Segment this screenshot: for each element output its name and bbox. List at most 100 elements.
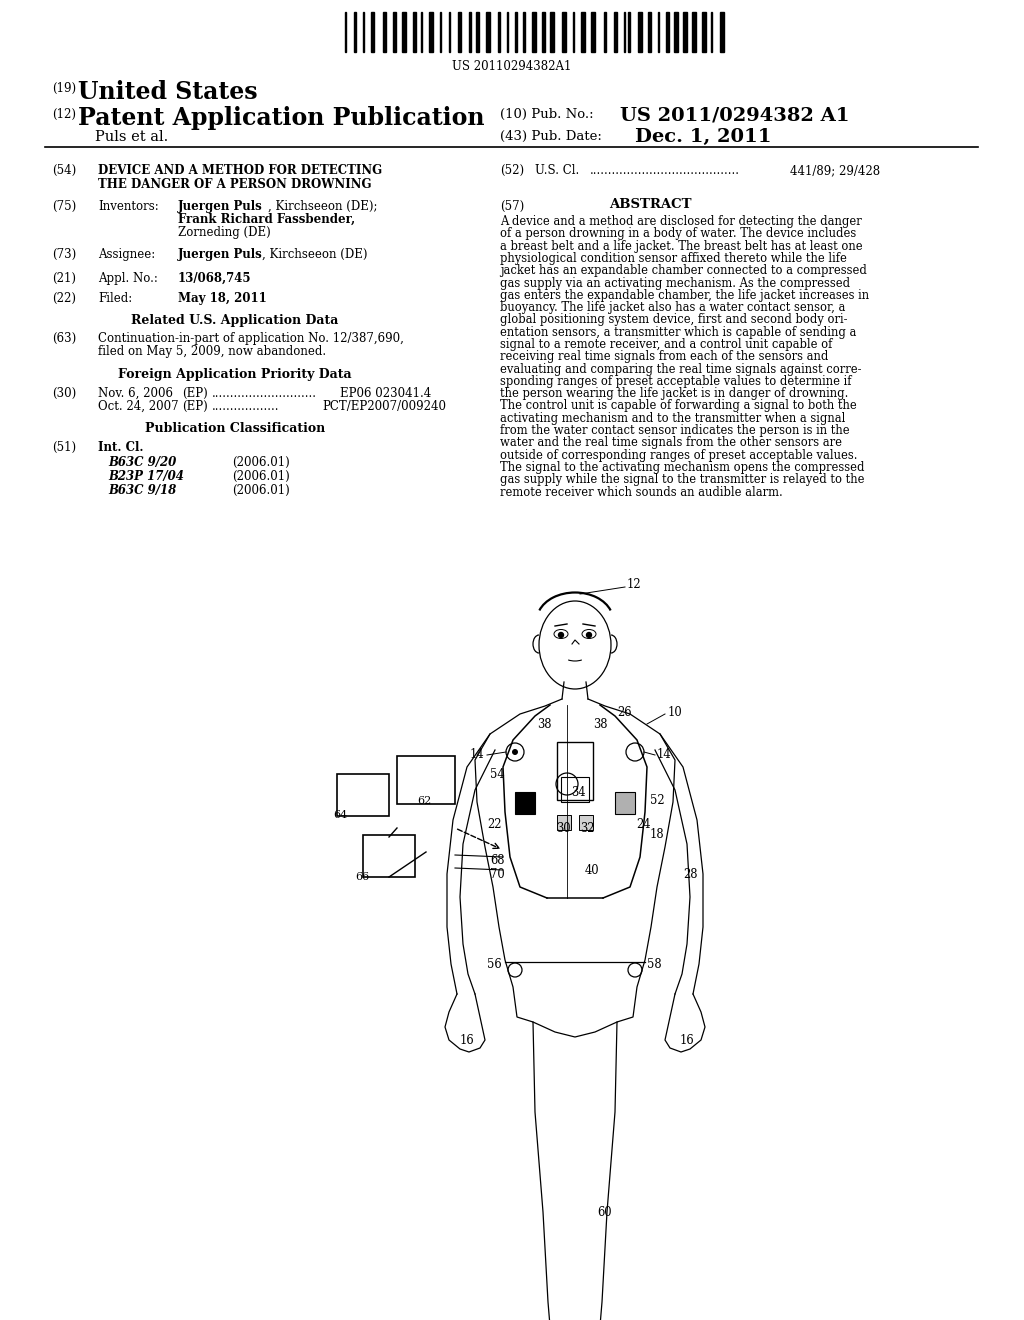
Text: 441/89; 29/428: 441/89; 29/428	[790, 164, 880, 177]
Text: Patent Application Publication: Patent Application Publication	[78, 106, 484, 129]
Circle shape	[512, 748, 518, 755]
Bar	[702, 12, 706, 51]
Bar	[550, 12, 554, 51]
Text: gas supply via an activating mechanism. As the compressed: gas supply via an activating mechanism. …	[500, 276, 850, 289]
Text: 14: 14	[470, 748, 484, 762]
Text: Foreign Application Priority Data: Foreign Application Priority Data	[118, 368, 352, 381]
Text: (43) Pub. Date:: (43) Pub. Date:	[500, 129, 602, 143]
Text: US 20110294382A1: US 20110294382A1	[453, 59, 571, 73]
Bar	[371, 12, 374, 51]
Bar	[469, 12, 471, 51]
Text: (73): (73)	[52, 248, 76, 261]
Text: (2006.01): (2006.01)	[232, 470, 290, 483]
Bar	[638, 12, 642, 51]
Bar	[413, 12, 416, 51]
Text: 66: 66	[355, 873, 370, 882]
Bar	[579, 814, 593, 830]
Text: (EP): (EP)	[182, 387, 208, 400]
Text: the person wearing the life jacket is in danger of drowning.: the person wearing the life jacket is in…	[500, 387, 848, 400]
Text: 34: 34	[571, 785, 586, 799]
Text: US 2011/0294382 A1: US 2011/0294382 A1	[620, 106, 850, 124]
Bar	[337, 774, 389, 816]
Text: EP06 023041.4: EP06 023041.4	[340, 387, 431, 400]
Bar	[383, 12, 386, 51]
Text: Puls et al.: Puls et al.	[95, 129, 168, 144]
Text: 38: 38	[537, 718, 552, 730]
Text: 22: 22	[487, 817, 502, 830]
Text: entation sensors, a transmitter which is capable of sending a: entation sensors, a transmitter which is…	[500, 326, 856, 339]
Text: gas supply while the signal to the transmitter is relayed to the: gas supply while the signal to the trans…	[500, 474, 864, 486]
Bar	[666, 12, 669, 51]
Bar	[515, 12, 517, 51]
Bar	[683, 12, 687, 51]
Bar	[542, 12, 545, 51]
Bar	[458, 12, 461, 51]
Bar	[581, 12, 585, 51]
Text: 16: 16	[680, 1034, 694, 1047]
Text: 56: 56	[487, 957, 502, 970]
Text: outside of corresponding ranges of preset acceptable values.: outside of corresponding ranges of prese…	[500, 449, 857, 462]
Text: 40: 40	[585, 863, 600, 876]
Text: B63C 9/18: B63C 9/18	[108, 484, 176, 498]
Text: The signal to the activating mechanism opens the compressed: The signal to the activating mechanism o…	[500, 461, 864, 474]
Text: Appl. No.:: Appl. No.:	[98, 272, 158, 285]
Text: 54: 54	[490, 767, 505, 780]
Text: Nov. 6, 2006: Nov. 6, 2006	[98, 387, 173, 400]
Text: ............................: ............................	[212, 387, 317, 400]
Text: The control unit is capable of forwarding a signal to both the: The control unit is capable of forwardin…	[500, 400, 857, 412]
Bar	[429, 12, 433, 51]
Text: United States: United States	[78, 81, 258, 104]
Text: 64: 64	[333, 810, 347, 820]
Text: 52: 52	[650, 793, 665, 807]
Text: May 18, 2011: May 18, 2011	[178, 292, 266, 305]
Bar	[591, 12, 595, 51]
Text: global positioning system device, first and second body ori-: global positioning system device, first …	[500, 313, 848, 326]
Text: Inventors:: Inventors:	[98, 201, 159, 213]
Bar	[515, 792, 535, 814]
Text: 32: 32	[580, 821, 595, 834]
Text: (51): (51)	[52, 441, 76, 454]
Text: Dec. 1, 2011: Dec. 1, 2011	[635, 128, 771, 147]
Text: 68: 68	[490, 854, 505, 866]
Text: 12: 12	[627, 578, 642, 590]
Text: (19): (19)	[52, 82, 76, 95]
Bar	[561, 777, 589, 803]
Bar	[628, 12, 630, 51]
Text: a breast belt and a life jacket. The breast belt has at least one: a breast belt and a life jacket. The bre…	[500, 240, 862, 252]
Bar	[557, 814, 571, 830]
Text: 58: 58	[647, 957, 662, 970]
Text: Continuation-in-part of application No. 12/387,690,: Continuation-in-part of application No. …	[98, 333, 403, 345]
Bar	[614, 12, 617, 51]
Ellipse shape	[558, 632, 563, 638]
Bar	[397, 756, 455, 804]
Bar	[486, 12, 490, 51]
Text: ..................: ..................	[212, 400, 280, 413]
Text: (2006.01): (2006.01)	[232, 455, 290, 469]
Text: DEVICE AND A METHOD FOR DETECTING: DEVICE AND A METHOD FOR DETECTING	[98, 164, 382, 177]
Text: Int. Cl.: Int. Cl.	[98, 441, 143, 454]
Text: buoyancy. The life jacket also has a water contact sensor, a: buoyancy. The life jacket also has a wat…	[500, 301, 846, 314]
Bar	[532, 12, 536, 51]
Text: A device and a method are disclosed for detecting the danger: A device and a method are disclosed for …	[500, 215, 862, 228]
Text: 16: 16	[460, 1034, 475, 1047]
Text: Juergen Puls: Juergen Puls	[178, 201, 263, 213]
Text: activating mechanism and to the transmitter when a signal: activating mechanism and to the transmit…	[500, 412, 846, 425]
Bar	[362, 836, 415, 876]
Text: from the water contact sensor indicates the person is in the: from the water contact sensor indicates …	[500, 424, 850, 437]
Bar	[562, 12, 566, 51]
Text: (54): (54)	[52, 164, 76, 177]
Text: 38: 38	[593, 718, 607, 730]
Text: THE DANGER OF A PERSON DROWNING: THE DANGER OF A PERSON DROWNING	[98, 178, 372, 191]
Text: Frank Richard Fassbender,: Frank Richard Fassbender,	[178, 213, 355, 226]
Text: Related U.S. Application Data: Related U.S. Application Data	[131, 314, 339, 327]
Text: (52): (52)	[500, 164, 524, 177]
Text: Filed:: Filed:	[98, 292, 132, 305]
Ellipse shape	[587, 632, 592, 638]
Text: U.S. Cl.: U.S. Cl.	[535, 164, 580, 177]
Text: receiving real time signals from each of the sensors and: receiving real time signals from each of…	[500, 350, 828, 363]
Text: 60: 60	[597, 1205, 611, 1218]
Text: jacket has an expandable chamber connected to a compressed: jacket has an expandable chamber connect…	[500, 264, 867, 277]
Text: (12): (12)	[52, 108, 76, 121]
Text: (2006.01): (2006.01)	[232, 484, 290, 498]
Text: (63): (63)	[52, 333, 76, 345]
